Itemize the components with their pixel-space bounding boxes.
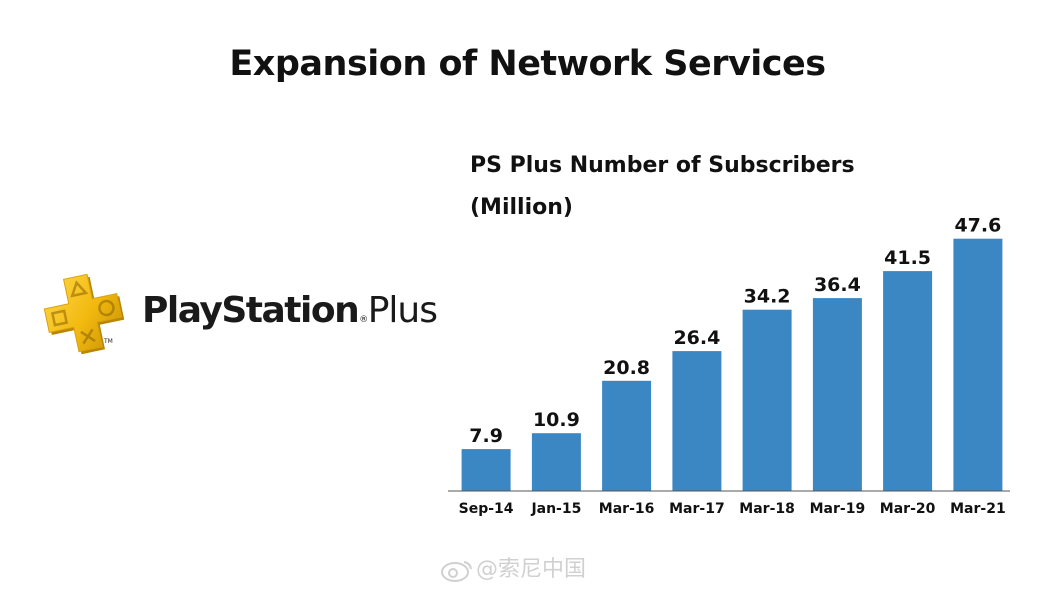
watermark: @索尼中国 [440, 551, 586, 583]
data-label-Mar-17: 26.4 [673, 327, 720, 349]
watermark-text: @索尼中国 [476, 557, 587, 582]
weibo-icon [441, 561, 472, 582]
x-tick-Mar-18: Mar-18 [739, 501, 795, 517]
data-label-Mar-20: 41.5 [884, 247, 931, 269]
x-tick-Sep-14: Sep-14 [459, 501, 514, 517]
x-tick-Mar-19: Mar-19 [810, 501, 866, 517]
data-label-Jan-15: 10.9 [533, 409, 580, 431]
bar-Jan-15 [531, 433, 581, 491]
x-tick-Mar-20: Mar-20 [880, 501, 936, 517]
chart-title: PS Plus Number of Subscribers [470, 153, 855, 178]
data-label-Mar-19: 36.4 [814, 274, 861, 296]
x-tick-Mar-17: Mar-17 [669, 501, 725, 517]
bar-Mar-17 [672, 351, 722, 491]
bar-Mar-20 [883, 271, 933, 491]
data-label-Mar-21: 47.6 [954, 215, 1001, 237]
x-tick-Jan-15: Jan-15 [530, 501, 581, 517]
subscribers-bar-chart: 7.9 Sep-14 10.9 Jan-15 20.8 Mar-16 26.4 Mar-17 3… [448, 215, 1010, 517]
data-label-Mar-16: 20.8 [603, 357, 650, 379]
x-tick-Mar-21: Mar-21 [950, 501, 1006, 517]
data-label-Sep-14: 7.9 [469, 425, 503, 447]
ps-plus-emblem-icon [43, 273, 125, 355]
bar-Mar-21 [953, 238, 1003, 491]
logo-registered-mark: ® [359, 315, 368, 325]
chart-title-block: PS Plus Number of Subscribers (Million) [470, 145, 855, 229]
x-tick-Mar-16: Mar-16 [599, 501, 655, 517]
bar-Mar-19 [812, 298, 862, 491]
logo-wordmark-plus: Plus [367, 290, 438, 331]
playstation-plus-logo: TM PlayStation®Plus [38, 268, 438, 358]
data-label-Mar-18: 34.2 [744, 286, 791, 308]
trademark-mark: TM [104, 338, 113, 345]
logo-wordmark-main: PlayStation [142, 290, 360, 331]
logo-wordmark: PlayStation®Plus [142, 290, 438, 331]
bar-Mar-18 [742, 309, 792, 491]
slide-title: Expansion of Network Services [229, 44, 826, 84]
bar-Sep-14 [461, 449, 511, 491]
chart-subtitle: (Million) [470, 195, 573, 220]
bar-Mar-16 [602, 380, 652, 491]
